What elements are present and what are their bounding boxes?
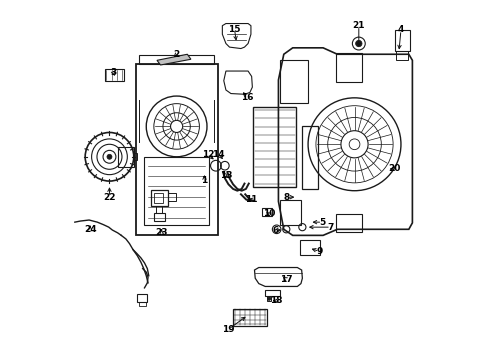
Bar <box>139 302 145 306</box>
Bar <box>261 208 272 216</box>
Bar <box>154 213 165 221</box>
Bar <box>335 214 362 232</box>
Text: 13: 13 <box>219 171 232 180</box>
Bar <box>168 193 176 202</box>
Bar <box>264 290 279 296</box>
Text: 23: 23 <box>155 228 167 237</box>
Bar <box>233 309 266 326</box>
Bar <box>118 147 134 167</box>
Bar <box>266 296 271 301</box>
Text: 8: 8 <box>283 193 289 202</box>
Bar <box>253 107 296 187</box>
Text: 1: 1 <box>201 176 207 185</box>
Bar <box>144 157 208 225</box>
Polygon shape <box>157 54 190 65</box>
Text: 21: 21 <box>352 21 365 30</box>
Text: 12: 12 <box>202 150 214 159</box>
Text: 14: 14 <box>212 150 224 159</box>
Text: 24: 24 <box>84 225 96 234</box>
Bar <box>137 294 147 302</box>
Text: 7: 7 <box>327 222 333 231</box>
Bar <box>395 51 407 60</box>
Bar <box>154 193 163 203</box>
Bar <box>135 64 217 235</box>
Bar <box>301 126 317 189</box>
Text: 4: 4 <box>397 26 403 35</box>
Circle shape <box>355 40 361 47</box>
Text: 10: 10 <box>263 210 275 219</box>
Text: 18: 18 <box>270 296 283 305</box>
Text: 5: 5 <box>319 218 325 227</box>
Text: 2: 2 <box>173 50 180 59</box>
Text: 19: 19 <box>222 325 234 334</box>
Circle shape <box>107 154 112 159</box>
Text: 15: 15 <box>228 25 240 34</box>
Text: 11: 11 <box>245 195 257 204</box>
Bar <box>279 60 307 103</box>
Text: 20: 20 <box>387 164 400 173</box>
Bar <box>279 200 300 225</box>
Bar <box>335 53 362 82</box>
Bar <box>299 240 319 255</box>
Text: 22: 22 <box>103 193 116 202</box>
Bar <box>105 69 123 81</box>
Bar <box>139 55 214 64</box>
Text: 16: 16 <box>241 93 253 102</box>
Bar <box>133 153 137 160</box>
Text: 6: 6 <box>272 225 279 234</box>
Text: 9: 9 <box>316 247 322 256</box>
Circle shape <box>267 297 270 300</box>
Text: 17: 17 <box>280 275 292 284</box>
Bar <box>151 190 168 206</box>
Text: 3: 3 <box>110 68 116 77</box>
Bar <box>394 30 408 51</box>
